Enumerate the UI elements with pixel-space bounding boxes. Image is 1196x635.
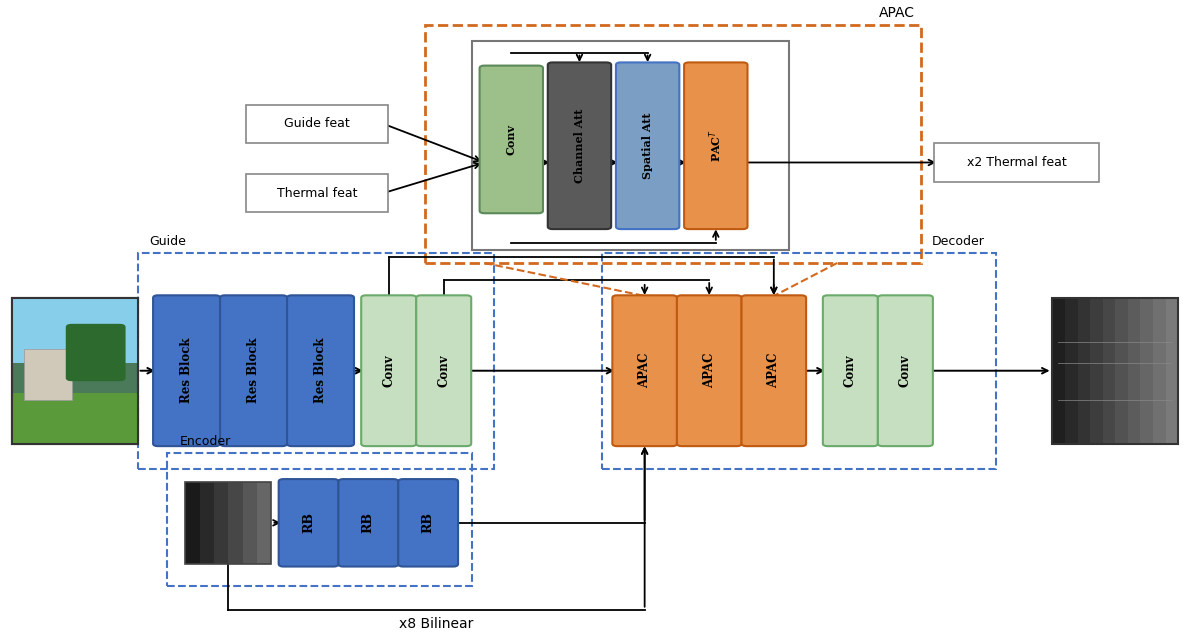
FancyBboxPatch shape [214, 481, 228, 564]
Text: APAC: APAC [639, 353, 651, 389]
FancyBboxPatch shape [338, 479, 398, 566]
FancyBboxPatch shape [398, 479, 458, 566]
FancyBboxPatch shape [246, 174, 388, 212]
FancyBboxPatch shape [1052, 298, 1064, 444]
FancyBboxPatch shape [1115, 298, 1128, 444]
FancyBboxPatch shape [279, 479, 338, 566]
FancyBboxPatch shape [153, 295, 220, 446]
FancyBboxPatch shape [934, 143, 1099, 182]
FancyBboxPatch shape [220, 295, 287, 446]
Text: Conv: Conv [383, 354, 395, 387]
Text: RB: RB [362, 512, 374, 533]
FancyBboxPatch shape [12, 298, 138, 444]
FancyBboxPatch shape [616, 62, 679, 229]
Text: Channel Att: Channel Att [574, 109, 585, 183]
Text: RB: RB [422, 512, 434, 533]
FancyBboxPatch shape [24, 349, 72, 400]
FancyBboxPatch shape [1064, 298, 1078, 444]
FancyBboxPatch shape [1140, 298, 1153, 444]
Text: RB: RB [303, 512, 315, 533]
FancyBboxPatch shape [1165, 298, 1178, 444]
Text: x8 Bilinear: x8 Bilinear [399, 617, 474, 631]
FancyBboxPatch shape [878, 295, 933, 446]
Text: APAC: APAC [768, 353, 780, 389]
Text: Decoder: Decoder [932, 236, 984, 248]
Text: Thermal feat: Thermal feat [276, 187, 358, 200]
FancyBboxPatch shape [12, 299, 138, 363]
Text: Spatial Att: Spatial Att [642, 112, 653, 179]
FancyBboxPatch shape [246, 105, 388, 143]
FancyBboxPatch shape [12, 392, 138, 444]
FancyBboxPatch shape [1128, 298, 1140, 444]
FancyBboxPatch shape [287, 295, 354, 446]
Text: Res Block: Res Block [181, 338, 193, 403]
FancyBboxPatch shape [684, 62, 748, 229]
Text: Conv: Conv [506, 124, 517, 155]
FancyBboxPatch shape [200, 481, 214, 564]
FancyBboxPatch shape [823, 295, 878, 446]
Text: PAC$^T$: PAC$^T$ [708, 129, 724, 163]
FancyBboxPatch shape [416, 295, 471, 446]
FancyBboxPatch shape [1103, 298, 1115, 444]
FancyBboxPatch shape [472, 41, 789, 250]
Text: Res Block: Res Block [248, 338, 260, 403]
Text: Conv: Conv [844, 354, 856, 387]
FancyBboxPatch shape [548, 62, 611, 229]
Text: Guide: Guide [150, 236, 187, 248]
FancyBboxPatch shape [612, 295, 677, 446]
FancyBboxPatch shape [1091, 298, 1103, 444]
FancyBboxPatch shape [1153, 298, 1165, 444]
Text: Encoder: Encoder [179, 435, 231, 448]
FancyBboxPatch shape [185, 481, 200, 564]
Text: x2 Thermal feat: x2 Thermal feat [966, 156, 1067, 169]
FancyBboxPatch shape [742, 295, 806, 446]
FancyBboxPatch shape [425, 25, 921, 263]
FancyBboxPatch shape [480, 65, 543, 213]
Text: APAC: APAC [879, 6, 915, 20]
Text: Res Block: Res Block [315, 338, 327, 403]
FancyBboxPatch shape [1078, 298, 1091, 444]
Text: Conv: Conv [899, 354, 911, 387]
FancyBboxPatch shape [228, 481, 243, 564]
Text: APAC: APAC [703, 353, 715, 389]
FancyBboxPatch shape [66, 324, 126, 381]
Text: Conv: Conv [438, 354, 450, 387]
FancyBboxPatch shape [243, 481, 257, 564]
FancyBboxPatch shape [677, 295, 742, 446]
FancyBboxPatch shape [257, 481, 271, 564]
FancyBboxPatch shape [361, 295, 416, 446]
Text: Guide feat: Guide feat [285, 117, 349, 130]
